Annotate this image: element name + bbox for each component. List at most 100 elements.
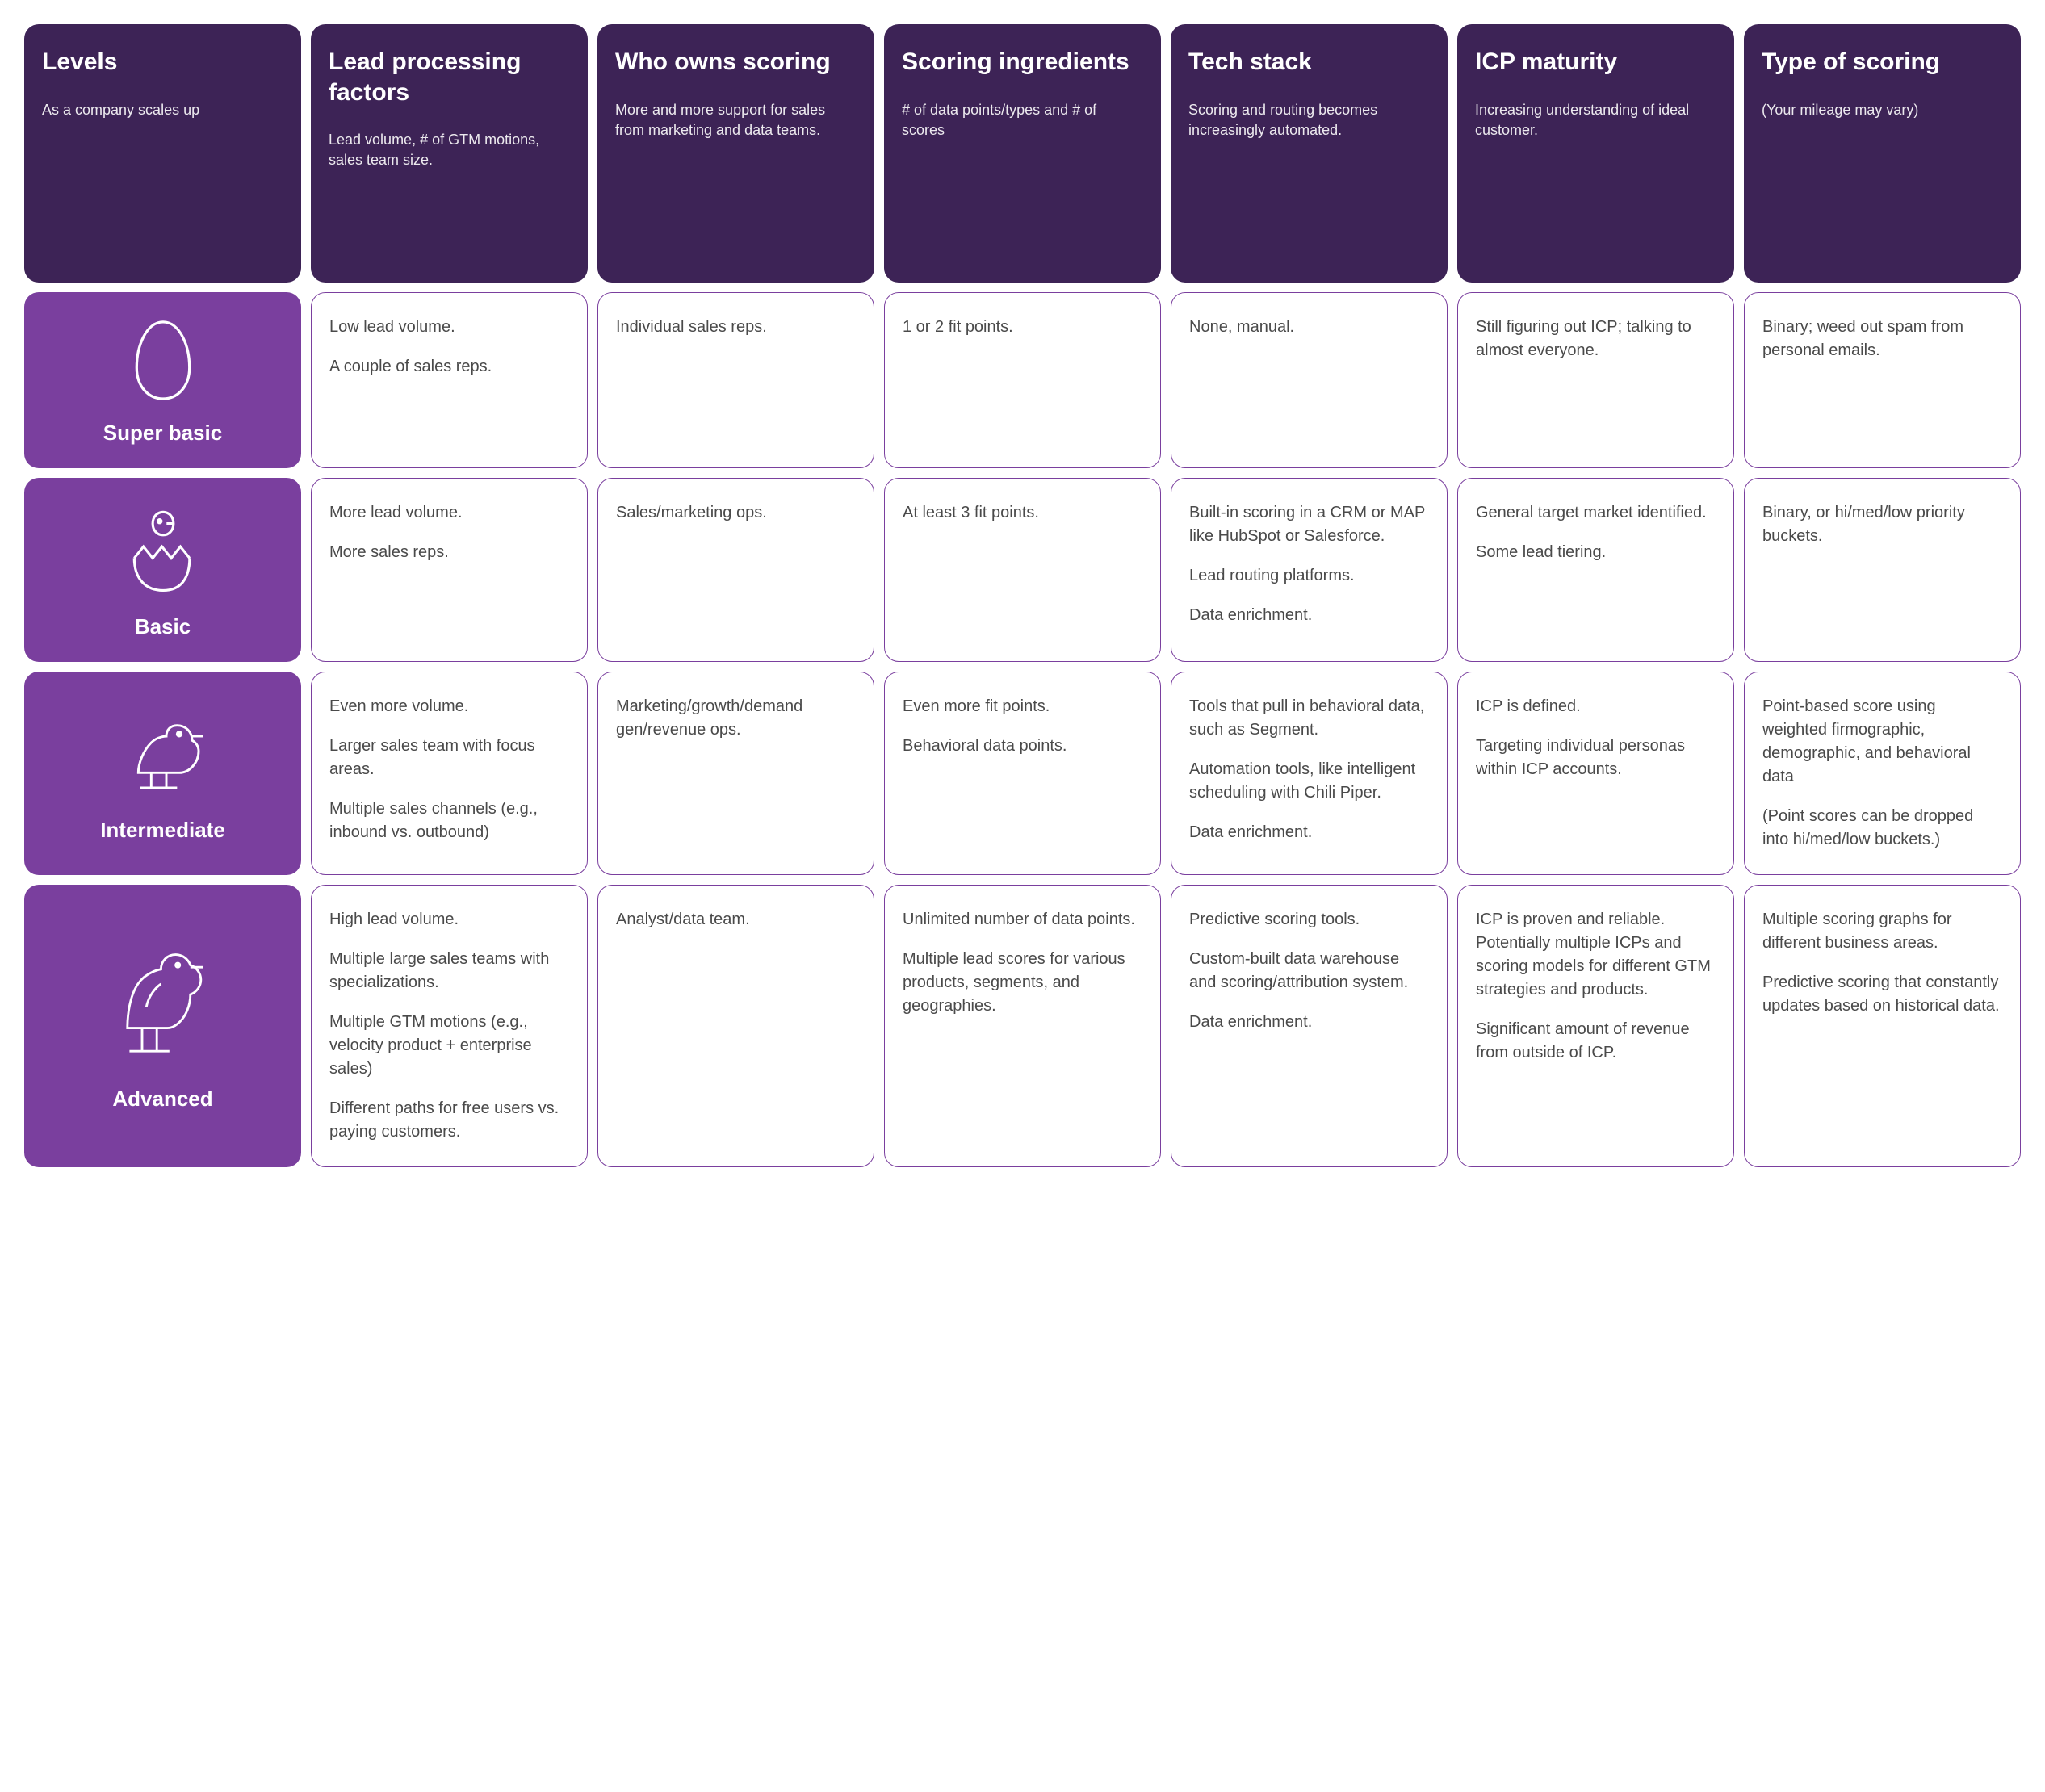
cell-r2-c5: Point-based score using weighted firmogr…: [1744, 672, 2021, 875]
cell-paragraph: General target market identified.: [1476, 501, 1716, 525]
cell-paragraph: Predictive scoring tools.: [1189, 908, 1429, 932]
cell-paragraph: 1 or 2 fit points.: [903, 316, 1142, 339]
cell-r3-c3: Predictive scoring tools. Custom-built da…: [1171, 885, 1448, 1167]
cell-r3-c4: ICP is proven and reliable. Potentially …: [1457, 885, 1734, 1167]
egg-icon: [127, 315, 199, 408]
cell-paragraph: High lead volume.: [329, 908, 569, 932]
cell-paragraph: Behavioral data points.: [903, 735, 1142, 758]
cell-paragraph: Tools that pull in behavioral data, such…: [1189, 695, 1429, 742]
header-subtitle: # of data points/types and # of scores: [902, 100, 1143, 140]
cell-paragraph: More sales reps.: [329, 541, 569, 564]
header-subtitle: Lead volume, # of GTM motions, sales tea…: [329, 130, 570, 170]
row-label-intermediate: Intermediate: [24, 672, 301, 875]
cell-paragraph: Data enrichment.: [1189, 604, 1429, 627]
cell-paragraph: Low lead volume.: [329, 316, 569, 339]
cell-paragraph: Significant amount of revenue from outsi…: [1476, 1018, 1716, 1065]
row-label-text: Intermediate: [100, 818, 225, 843]
cell-paragraph: Multiple sales channels (e.g., inbound v…: [329, 798, 569, 844]
header-col-3: Scoring ingredients # of data points/type…: [884, 24, 1161, 283]
header-subtitle: (Your mileage may vary): [1762, 100, 2003, 120]
eagle-icon: [111, 940, 216, 1074]
cell-paragraph: Binary, or hi/med/low priority buckets.: [1762, 501, 2002, 548]
header-col-5: ICP maturity Increasing understanding of …: [1457, 24, 1734, 283]
cell-r1-c3: Built-in scoring in a CRM or MAP like Hu…: [1171, 478, 1448, 662]
cell-r3-c0: High lead volume. Multiple large sales te…: [311, 885, 588, 1167]
hatch-icon: [123, 500, 203, 601]
cell-r0-c0: Low lead volume. A couple of sales reps.: [311, 292, 588, 468]
cell-paragraph: Larger sales team with focus areas.: [329, 735, 569, 781]
cell-paragraph: None, manual.: [1189, 316, 1429, 339]
cell-r3-c5: Multiple scoring graphs for different bu…: [1744, 885, 2021, 1167]
cell-r2-c2: Even more fit points. Behavioral data poi…: [884, 672, 1161, 875]
cell-paragraph: Multiple large sales teams with speciali…: [329, 948, 569, 994]
cell-r0-c3: None, manual.: [1171, 292, 1448, 468]
cell-r2-c3: Tools that pull in behavioral data, such…: [1171, 672, 1448, 875]
row-label-super-basic: Super basic: [24, 292, 301, 468]
cell-paragraph: Multiple lead scores for various product…: [903, 948, 1142, 1018]
row-label-basic: Basic: [24, 478, 301, 662]
small-bird-icon: [115, 704, 212, 805]
header-col-1: Lead processing factors Lead volume, # of…: [311, 24, 588, 283]
cell-paragraph: At least 3 fit points.: [903, 501, 1142, 525]
cell-paragraph: Even more volume.: [329, 695, 569, 718]
header-title: ICP maturity: [1475, 47, 1716, 77]
cell-paragraph: Multiple scoring graphs for different bu…: [1762, 908, 2002, 955]
cell-paragraph: Predictive scoring that constantly updat…: [1762, 971, 2002, 1018]
row-label-advanced: Advanced: [24, 885, 301, 1167]
cell-paragraph: Individual sales reps.: [616, 316, 856, 339]
cell-r2-c4: ICP is defined. Targeting individual pers…: [1457, 672, 1734, 875]
cell-paragraph: Unlimited number of data points.: [903, 908, 1142, 932]
cell-paragraph: (Point scores can be dropped into hi/med…: [1762, 805, 2002, 852]
cell-paragraph: ICP is proven and reliable. Potentially …: [1476, 908, 1716, 1002]
cell-paragraph: Still figuring out ICP; talking to almos…: [1476, 316, 1716, 362]
cell-r3-c1: Analyst/data team.: [597, 885, 874, 1167]
cell-paragraph: Automation tools, like intelligent sched…: [1189, 758, 1429, 805]
cell-r1-c0: More lead volume. More sales reps.: [311, 478, 588, 662]
cell-paragraph: Multiple GTM motions (e.g., velocity pro…: [329, 1011, 569, 1081]
cell-paragraph: ICP is defined.: [1476, 695, 1716, 718]
cell-paragraph: Targeting individual personas within ICP…: [1476, 735, 1716, 781]
header-levels: Levels As a company scales up: [24, 24, 301, 283]
cell-paragraph: More lead volume.: [329, 501, 569, 525]
header-title: Who owns scoring: [615, 47, 857, 77]
cell-r3-c2: Unlimited number of data points. Multiple…: [884, 885, 1161, 1167]
cell-paragraph: Even more fit points.: [903, 695, 1142, 718]
cell-r0-c1: Individual sales reps.: [597, 292, 874, 468]
cell-r0-c4: Still figuring out ICP; talking to almos…: [1457, 292, 1734, 468]
cell-r2-c1: Marketing/growth/demand gen/revenue ops.: [597, 672, 874, 875]
cell-paragraph: Some lead tiering.: [1476, 541, 1716, 564]
cell-paragraph: Data enrichment.: [1189, 821, 1429, 844]
header-title: Scoring ingredients: [902, 47, 1143, 77]
header-title: Type of scoring: [1762, 47, 2003, 77]
cell-r1-c5: Binary, or hi/med/low priority buckets.: [1744, 478, 2021, 662]
cell-paragraph: Lead routing platforms.: [1189, 564, 1429, 588]
cell-paragraph: Analyst/data team.: [616, 908, 856, 932]
cell-r0-c5: Binary; weed out spam from personal emai…: [1744, 292, 2021, 468]
header-col-2: Who owns scoringMore and more support fo…: [597, 24, 874, 283]
header-title: Levels: [42, 47, 283, 77]
cell-paragraph: Marketing/growth/demand gen/revenue ops.: [616, 695, 856, 742]
row-label-text: Super basic: [103, 421, 222, 446]
cell-paragraph: Built-in scoring in a CRM or MAP like Hu…: [1189, 501, 1429, 548]
header-col-6: Type of scoring (Your mileage may vary): [1744, 24, 2021, 283]
cell-paragraph: Point-based score using weighted firmogr…: [1762, 695, 2002, 789]
header-title: Lead processing factors: [329, 47, 570, 107]
row-label-text: Basic: [135, 614, 191, 639]
cell-paragraph: A couple of sales reps.: [329, 355, 569, 379]
header-subtitle: As a company scales up: [42, 100, 283, 120]
header-subtitle: Increasing understanding of ideal custom…: [1475, 100, 1716, 140]
cell-r1-c1: Sales/marketing ops.: [597, 478, 874, 662]
cell-r1-c4: General target market identified. Some le…: [1457, 478, 1734, 662]
cell-r1-c2: At least 3 fit points.: [884, 478, 1161, 662]
cell-paragraph: Custom-built data warehouse and scoring/…: [1189, 948, 1429, 994]
cell-paragraph: Binary; weed out spam from personal emai…: [1762, 316, 2002, 362]
cell-paragraph: Different paths for free users vs. payin…: [329, 1097, 569, 1144]
row-label-text: Advanced: [112, 1087, 212, 1112]
cell-r0-c2: 1 or 2 fit points.: [884, 292, 1161, 468]
cell-paragraph: Sales/marketing ops.: [616, 501, 856, 525]
cell-paragraph: Data enrichment.: [1189, 1011, 1429, 1034]
header-col-4: Tech stack Scoring and routing becomes in…: [1171, 24, 1448, 283]
header-title: Tech stack: [1188, 47, 1430, 77]
cell-r2-c0: Even more volume. Larger sales team with …: [311, 672, 588, 875]
header-subtitle: Scoring and routing becomes increasingly…: [1188, 100, 1430, 140]
